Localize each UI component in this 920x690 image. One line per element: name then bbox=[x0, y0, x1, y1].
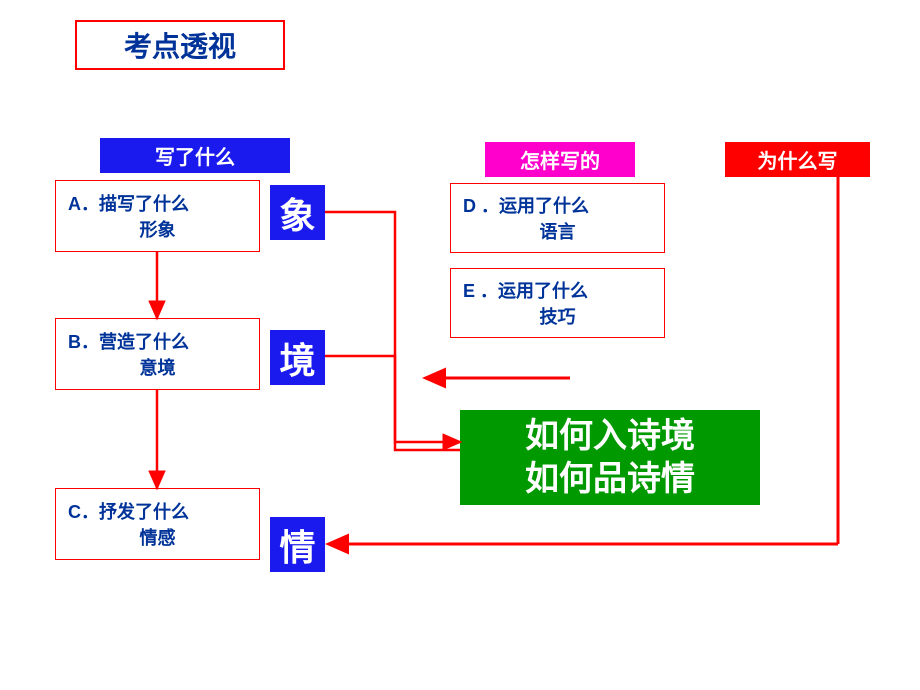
header-how-write-text: 怎样写的 bbox=[520, 145, 600, 174]
header-how-write: 怎样写的 bbox=[485, 142, 635, 177]
header-write-what-text: 写了什么 bbox=[155, 141, 235, 170]
char-jing: 境 bbox=[270, 330, 325, 385]
box-a: A．描写了什么 形象 bbox=[55, 180, 260, 252]
box-e: E ．运用了什么 技巧 bbox=[450, 268, 665, 338]
box-d-line1: D ．运用了什么 bbox=[463, 192, 652, 218]
box-d-line2: 语言 bbox=[463, 218, 652, 244]
char-xiang: 象 bbox=[270, 185, 325, 240]
green-line2: 如何品诗情 bbox=[525, 458, 695, 501]
box-c-line1: C．抒发了什么 bbox=[68, 498, 247, 524]
box-b-line1: B．营造了什么 bbox=[68, 328, 247, 354]
box-e-line2: 技巧 bbox=[463, 303, 652, 329]
box-b-line2: 意境 bbox=[68, 354, 247, 380]
box-c-line2: 情感 bbox=[68, 524, 247, 550]
box-c: C．抒发了什么 情感 bbox=[55, 488, 260, 560]
box-a-line1: A．描写了什么 bbox=[68, 190, 247, 216]
header-why-write: 为什么写 bbox=[725, 142, 870, 177]
title-text: 考点透视 bbox=[124, 25, 236, 65]
box-e-line1: E ．运用了什么 bbox=[463, 277, 652, 303]
header-write-what: 写了什么 bbox=[100, 138, 290, 173]
title-box: 考点透视 bbox=[75, 20, 285, 70]
box-d: D ．运用了什么 语言 bbox=[450, 183, 665, 253]
char-qing: 情 bbox=[270, 517, 325, 572]
box-b: B．营造了什么 意境 bbox=[55, 318, 260, 390]
header-why-write-text: 为什么写 bbox=[758, 145, 838, 174]
green-line1: 如何入诗境 bbox=[525, 415, 695, 458]
green-conclusion-box: 如何入诗境 如何品诗情 bbox=[460, 410, 760, 505]
box-a-line2: 形象 bbox=[68, 216, 247, 242]
